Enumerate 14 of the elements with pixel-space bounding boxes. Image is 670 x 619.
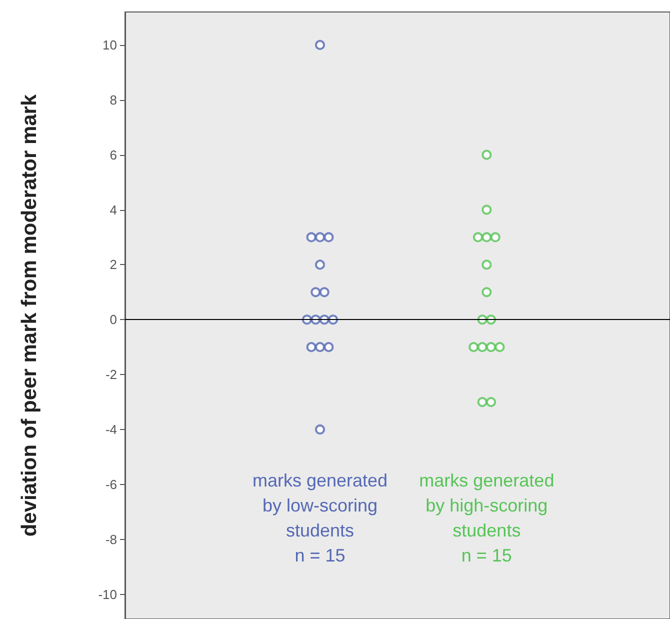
y-axis-title: deviation of peer mark from moderator mark: [18, 94, 41, 537]
y-tick-label: -6: [105, 476, 117, 492]
y-tick-label: -2: [105, 367, 117, 382]
y-tick-label: 0: [110, 312, 117, 328]
y-tick-label: 6: [110, 147, 117, 162]
y-tick-label: 8: [110, 92, 117, 108]
x-tick-label: marks generated by low-scoring students n = 15: [252, 470, 388, 566]
y-tick-label: -8: [105, 532, 117, 547]
y-tick-label: -4: [105, 422, 117, 437]
y-tick-label: 4: [110, 202, 117, 218]
y-tick-label: 10: [102, 37, 117, 52]
y-tick-label: -10: [98, 586, 117, 602]
x-tick-label: marks generated by high-scoring students n = 15: [419, 470, 554, 566]
y-tick-label: 2: [110, 257, 117, 272]
